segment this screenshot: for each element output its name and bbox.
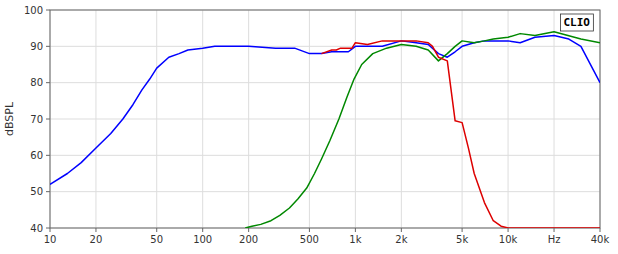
y-tick: [46, 155, 50, 156]
y-tick-label: 60: [30, 150, 43, 161]
series-line: [50, 35, 600, 184]
y-tick-label: 90: [30, 41, 43, 52]
y-grid-line: [50, 82, 600, 83]
y-grid-line: [50, 191, 600, 192]
grid: [50, 10, 600, 228]
x-tick-label: 10k: [499, 234, 518, 245]
x-tick: [202, 228, 203, 232]
x-tick: [156, 228, 157, 232]
x-tick: [600, 228, 601, 232]
x-tick-label: 100: [193, 234, 212, 245]
y-grid-line: [50, 46, 600, 47]
annotation: CLIO: [564, 16, 591, 29]
annotations: CLIO: [561, 14, 594, 31]
x-tick: [462, 228, 463, 232]
y-tick: [46, 82, 50, 83]
y-tick: [46, 119, 50, 120]
y-tick-label: 80: [30, 77, 43, 88]
y-grid-line: [50, 155, 600, 156]
y-tick-label: 70: [30, 114, 43, 125]
axes: 10 20 50 100 200 500 1k 2k 5k 10k Hz 40k 40 50 60 70 80 9…: [24, 5, 610, 246]
x-tick-label: 50: [150, 234, 163, 245]
y-tick-label: 50: [30, 186, 43, 197]
y-tick: [46, 46, 50, 47]
series-line: [245, 32, 600, 228]
y-tick-label: 40: [30, 223, 43, 234]
x-tick-label: 1k: [349, 234, 361, 245]
x-tick: [50, 228, 51, 232]
x-tick-label: Hz: [548, 234, 561, 245]
x-tick: [248, 228, 249, 232]
x-tick: [95, 228, 96, 232]
y-axis-label: dBSPL: [3, 101, 16, 136]
x-tick-label: 200: [239, 234, 258, 245]
y-tick: [46, 191, 50, 192]
x-tick-label: 20: [90, 234, 103, 245]
plot-frame: [50, 10, 600, 228]
x-tick: [554, 228, 555, 232]
x-tick: [309, 228, 310, 232]
x-tick: [508, 228, 509, 232]
x-tick-label: 40k: [591, 234, 610, 245]
x-tick-label: 2k: [395, 234, 407, 245]
x-tick-label: 10: [44, 234, 57, 245]
x-tick-label: 500: [300, 234, 319, 245]
annotation-box: [561, 14, 594, 31]
series-line: [322, 41, 600, 228]
x-tick: [401, 228, 402, 232]
y-grid-line: [50, 119, 600, 120]
y-tick: [46, 10, 50, 11]
y-tick-label: 100: [24, 5, 43, 16]
x-tick: [355, 228, 356, 232]
x-tick-label: 5k: [456, 234, 468, 245]
series-lines: [50, 32, 600, 228]
chart: 10 20 50 100 200 500 1k 2k 5k 10k Hz 40k 40 50 60 70 80 9…: [0, 0, 618, 254]
plot-background: [50, 10, 600, 228]
y-tick: [46, 228, 50, 229]
